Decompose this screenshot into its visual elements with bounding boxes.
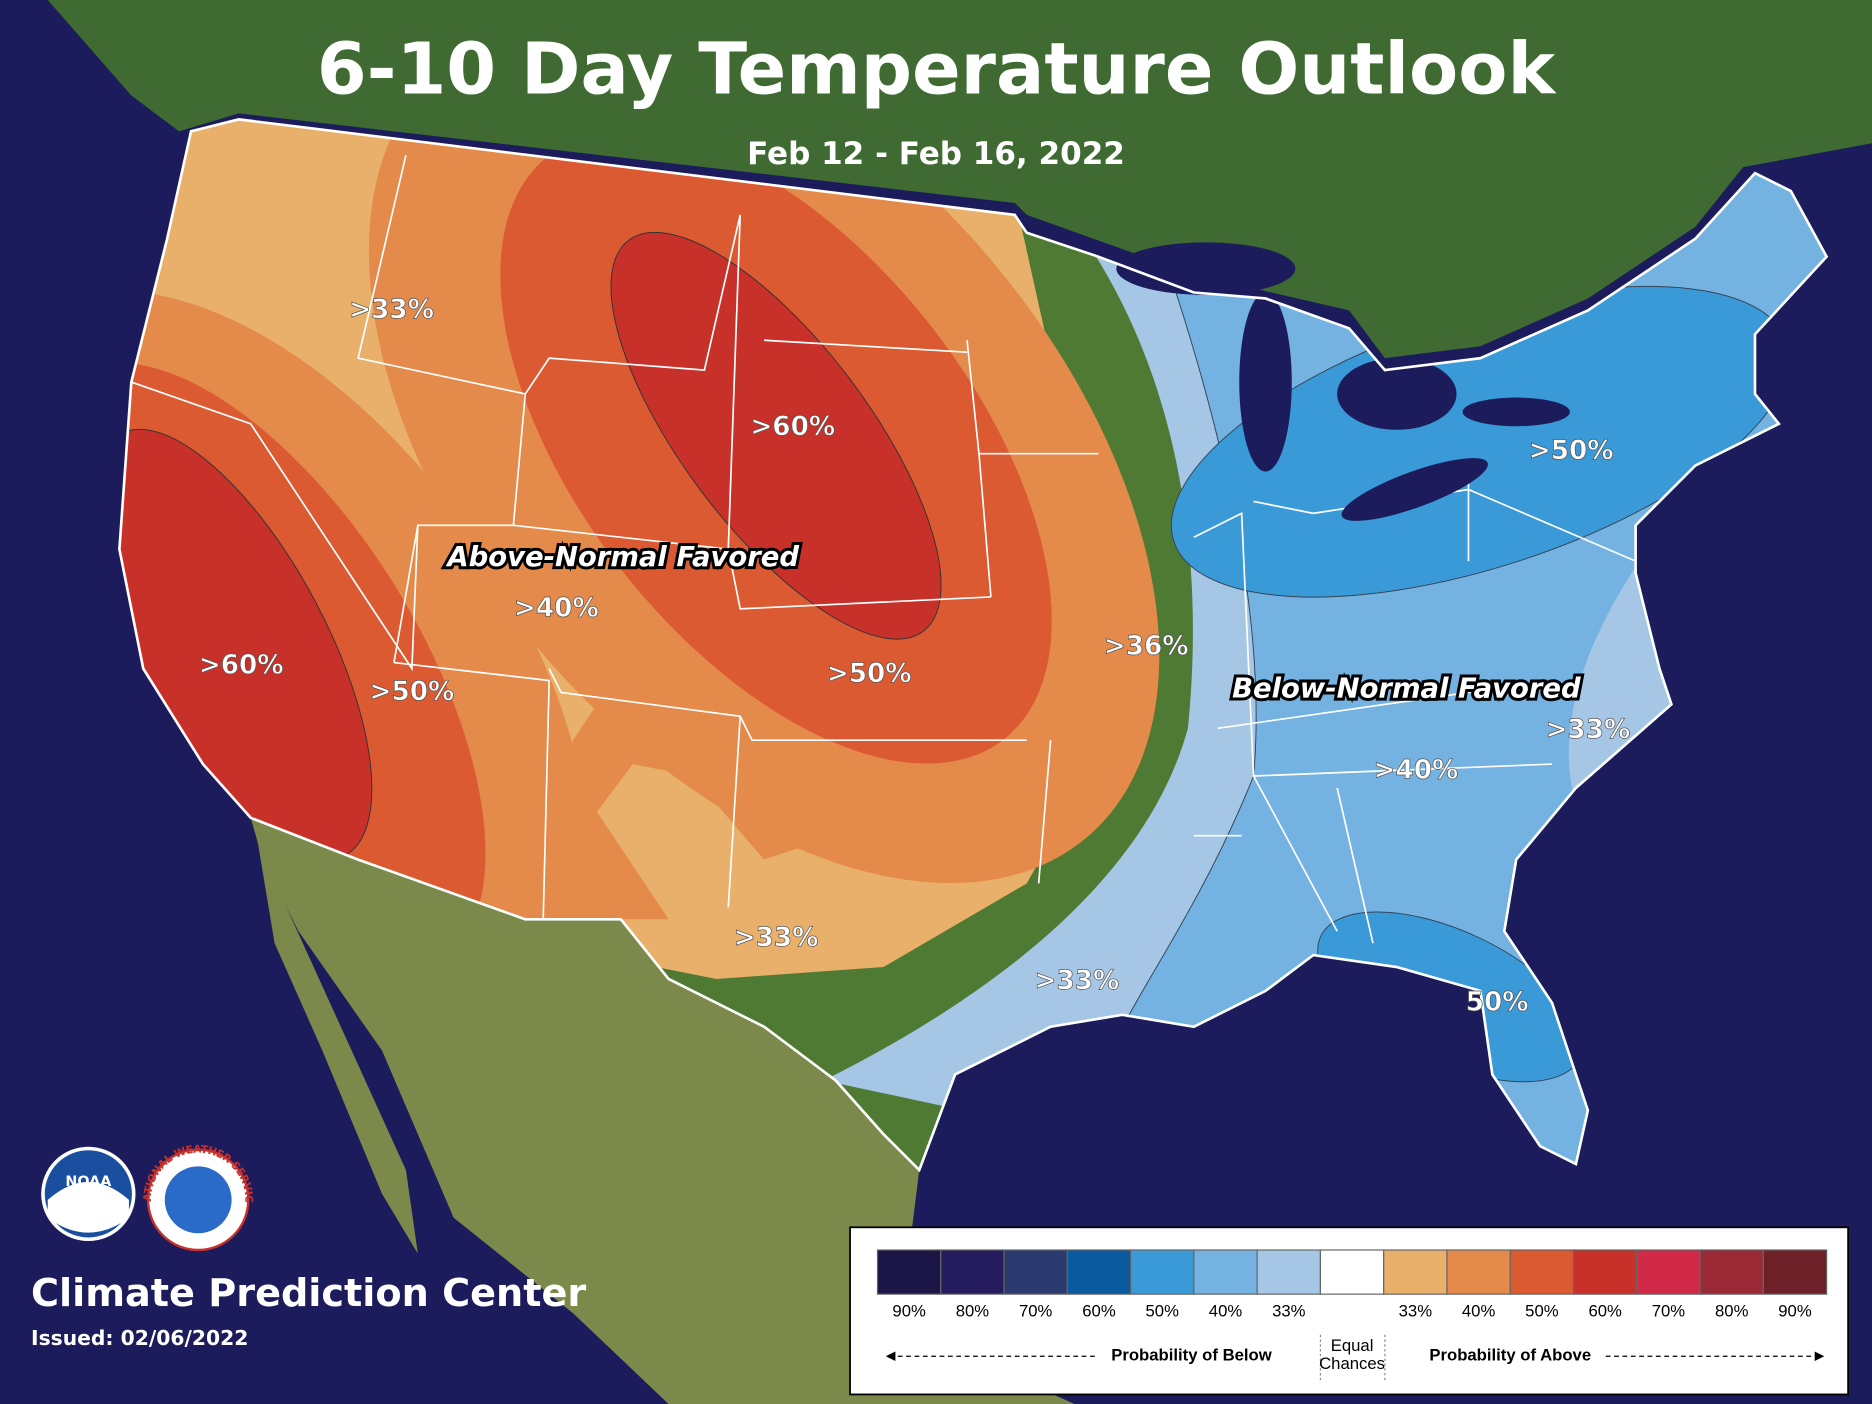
canada-land xyxy=(0,0,1872,359)
noaa-logo: NOAA xyxy=(41,1146,136,1242)
contour-label: >40% xyxy=(514,593,599,623)
legend-swatch xyxy=(1636,1249,1701,1295)
lake-superior xyxy=(1116,242,1296,295)
legend-label: 60% xyxy=(1588,1301,1622,1320)
legend-swatch xyxy=(1066,1249,1132,1295)
contour-label: >50% xyxy=(369,677,454,707)
legend-swatch xyxy=(1572,1249,1638,1295)
title: 6-10 Day Temperature Outlook xyxy=(317,28,1557,111)
contour-label: >50% xyxy=(827,659,912,689)
contours xyxy=(119,119,1827,1170)
legend-swatch xyxy=(1003,1249,1068,1295)
legend-label: 80% xyxy=(956,1301,990,1320)
legend-swatch xyxy=(1319,1249,1385,1295)
contour-label: 50% xyxy=(1466,987,1529,1017)
contour-label: >33% xyxy=(349,295,434,325)
legend-swatch xyxy=(1699,1249,1764,1295)
legend-swatch xyxy=(1383,1249,1448,1295)
subtitle: Feb 12 - Feb 16, 2022 xyxy=(747,136,1125,172)
legend-swatch xyxy=(1446,1249,1511,1295)
contour-label: >33% xyxy=(1034,966,1119,996)
legend-label: 50% xyxy=(1146,1301,1180,1320)
legend-swatch xyxy=(1762,1249,1828,1295)
legend-label: 70% xyxy=(1652,1301,1686,1320)
legend-label: 90% xyxy=(892,1301,926,1320)
issued-date: Issued: 02/06/2022 xyxy=(31,1326,248,1350)
legend-label: 50% xyxy=(1525,1301,1559,1320)
legend-swatch xyxy=(1509,1249,1575,1295)
legend-label: 90% xyxy=(1778,1301,1812,1320)
contour-label: >50% xyxy=(1529,436,1614,466)
legend-label: 33% xyxy=(1399,1301,1433,1320)
legend-label: 40% xyxy=(1462,1301,1496,1320)
lake-erie xyxy=(1341,458,1488,521)
legend-swatch xyxy=(876,1249,942,1295)
noaa-text: NOAA xyxy=(65,1174,111,1190)
region-label: Above-Normal Favored xyxy=(445,542,799,573)
lake-ontario xyxy=(1462,397,1570,427)
legend-above: Probability of Above xyxy=(1429,1346,1591,1365)
contour-label: >40% xyxy=(1374,756,1459,786)
legend-swatch xyxy=(1130,1249,1195,1295)
legend-below: Probability of Below xyxy=(1111,1346,1273,1365)
legend-label: 60% xyxy=(1082,1301,1116,1320)
arrowhead xyxy=(1814,1351,1825,1362)
contour-label: >36% xyxy=(1104,632,1189,662)
baja xyxy=(256,835,418,1254)
lake-huron xyxy=(1337,358,1457,430)
contour-label: >33% xyxy=(1545,715,1630,745)
contour-label: >33% xyxy=(734,923,819,953)
legend-label: 80% xyxy=(1715,1301,1749,1320)
center-name: Climate Prediction Center xyxy=(31,1272,586,1316)
region-label: Below-Normal Favored xyxy=(1232,674,1581,705)
contour-label: >60% xyxy=(199,651,284,681)
legend-label: Chances xyxy=(1319,1354,1385,1373)
arrowhead xyxy=(885,1351,896,1362)
legend-swatch xyxy=(1256,1249,1322,1295)
legend-swatch xyxy=(1193,1249,1258,1295)
lake-michigan xyxy=(1239,292,1292,472)
contour-label: >60% xyxy=(750,412,835,442)
legend: Probability of Below Probability of Abov… xyxy=(849,1226,1850,1396)
legend-label: Equal xyxy=(1331,1336,1374,1355)
legend-swatch xyxy=(940,1249,1005,1295)
above-40 xyxy=(525,393,836,920)
above-60 xyxy=(610,231,942,640)
legend-label: 40% xyxy=(1209,1301,1243,1320)
legend-label: 70% xyxy=(1019,1301,1053,1320)
legend-label: 33% xyxy=(1272,1301,1306,1320)
